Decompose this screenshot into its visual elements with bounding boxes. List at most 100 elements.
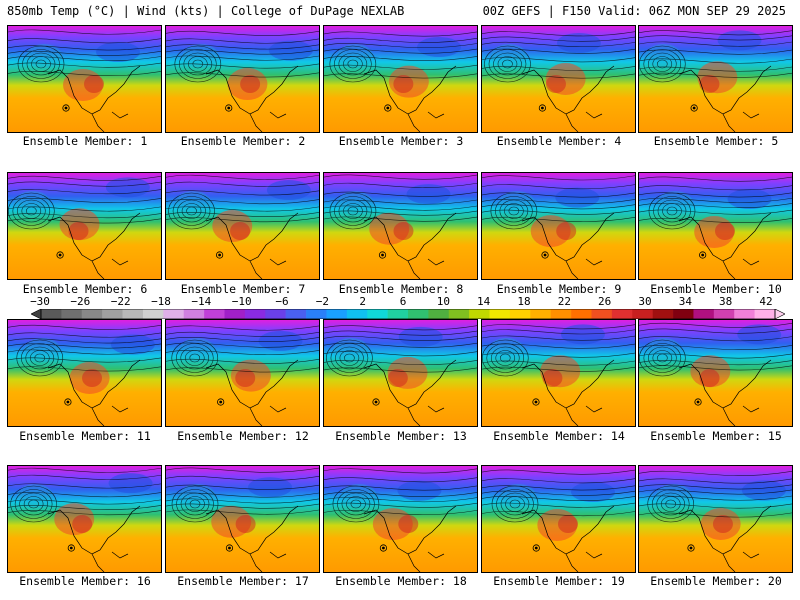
temperature-map bbox=[482, 320, 635, 426]
temperature-map bbox=[324, 26, 477, 132]
ensemble-member-label: Ensemble Member: 14 bbox=[493, 429, 625, 443]
height-contours bbox=[8, 29, 161, 83]
colorbar-swatch bbox=[81, 309, 103, 319]
low-pressure-marker bbox=[690, 104, 698, 112]
ensemble-map-panel bbox=[638, 465, 793, 573]
colorbar-swatch bbox=[224, 309, 246, 319]
colorbar-swatch bbox=[285, 309, 307, 319]
low-pressure-marker bbox=[532, 398, 540, 406]
temperature-map bbox=[482, 26, 635, 132]
ensemble-map-panel bbox=[481, 465, 636, 573]
low-pressure-marker bbox=[687, 544, 695, 552]
coastline bbox=[521, 65, 615, 132]
ensemble-member-label: Ensemble Member: 8 bbox=[338, 282, 464, 296]
colorbar-swatch bbox=[346, 309, 368, 319]
colorbar-swatch bbox=[448, 309, 470, 319]
low-pressure-marker bbox=[216, 251, 224, 259]
colorbar-swatch bbox=[509, 309, 531, 319]
coastline bbox=[678, 212, 772, 279]
coastline bbox=[205, 65, 299, 132]
temperature-map bbox=[482, 466, 635, 572]
colorbar-swatch bbox=[591, 309, 613, 319]
ensemble-map-panel bbox=[638, 25, 793, 133]
ensemble-map-panel bbox=[7, 25, 162, 133]
colorbar-swatch bbox=[652, 309, 674, 319]
ensemble-member-label: Ensemble Member: 13 bbox=[335, 429, 467, 443]
temperature-map bbox=[166, 26, 319, 132]
height-contours bbox=[166, 174, 319, 230]
colorbar-max-arrow bbox=[774, 309, 785, 319]
ensemble-member-label: Ensemble Member: 19 bbox=[493, 574, 625, 588]
coastline bbox=[47, 505, 141, 572]
height-contours bbox=[166, 467, 319, 523]
low-pressure-marker bbox=[541, 251, 549, 259]
low-pressure-marker bbox=[378, 251, 387, 259]
temperature-map bbox=[166, 466, 319, 572]
ensemble-member-label: Ensemble Member: 4 bbox=[496, 134, 622, 148]
map-header-right: 00Z GEFS | F150 Valid: 06Z MON SEP 29 20… bbox=[482, 4, 786, 18]
colorbar-swatch bbox=[713, 309, 735, 319]
colorbar-swatch bbox=[367, 309, 388, 319]
height-contours bbox=[639, 470, 792, 523]
colorbar-tick-label: −6 bbox=[275, 295, 289, 308]
colorbar-tick-label: −30 bbox=[30, 295, 50, 308]
ensemble-map-panel bbox=[7, 319, 162, 427]
low-pressure-marker bbox=[64, 398, 72, 406]
map-header-left: 850mb Temp (°C) | Wind (kts) | College o… bbox=[7, 4, 405, 18]
colorbar-swatch bbox=[550, 309, 572, 319]
colorbar-swatch bbox=[693, 309, 715, 319]
ensemble-map-panel bbox=[165, 465, 320, 573]
colorbar-swatch bbox=[204, 309, 225, 319]
coastline bbox=[678, 505, 772, 572]
colorbar-swatch bbox=[408, 309, 429, 319]
height-contours bbox=[482, 31, 635, 83]
ensemble-member-label: Ensemble Member: 11 bbox=[19, 429, 151, 443]
colorbar-tick-label: −10 bbox=[231, 295, 252, 308]
height-contours bbox=[8, 324, 161, 377]
height-contours bbox=[639, 176, 792, 230]
colorbar-swatch bbox=[163, 309, 185, 319]
colorbar-tick-label: −22 bbox=[110, 295, 131, 308]
ensemble-map-panel bbox=[7, 172, 162, 280]
height-contours bbox=[324, 325, 477, 377]
low-pressure-marker bbox=[538, 104, 547, 112]
low-pressure-marker bbox=[699, 251, 707, 259]
colorbar-swatch bbox=[142, 309, 164, 319]
height-contours bbox=[324, 174, 477, 230]
colorbar-tick-label: 18 bbox=[517, 295, 531, 308]
ensemble-member-label: Ensemble Member: 6 bbox=[22, 282, 148, 296]
ensemble-member-label: Ensemble Member: 1 bbox=[22, 134, 148, 148]
low-pressure-marker bbox=[372, 398, 380, 406]
low-pressure-marker bbox=[217, 398, 225, 406]
coastline bbox=[521, 359, 615, 426]
ensemble-member-label: Ensemble Member: 17 bbox=[177, 574, 309, 588]
colorbar-swatch bbox=[244, 309, 266, 319]
temperature-map bbox=[324, 466, 477, 572]
temperature-map bbox=[8, 26, 161, 132]
coastline bbox=[521, 505, 615, 572]
ensemble-member-label: Ensemble Member: 10 bbox=[650, 282, 782, 296]
colorbar-tick-label: 38 bbox=[719, 295, 733, 308]
ensemble-map-panel bbox=[481, 319, 636, 427]
ensemble-map-panel bbox=[638, 172, 793, 280]
ensemble-map-panel bbox=[323, 465, 478, 573]
colorbar-tick-label: −2 bbox=[315, 295, 329, 308]
coastline bbox=[678, 359, 772, 426]
temperature-map bbox=[482, 173, 635, 279]
coastline bbox=[363, 359, 457, 426]
low-pressure-marker bbox=[225, 544, 234, 552]
colorbar-tick-label: 34 bbox=[678, 295, 692, 308]
low-pressure-marker bbox=[62, 104, 70, 112]
coastline bbox=[363, 505, 457, 572]
colorbar-swatch bbox=[41, 309, 62, 319]
colorbar-min-arrow bbox=[31, 309, 42, 319]
colorbar-swatch bbox=[61, 309, 83, 319]
low-pressure-marker bbox=[56, 251, 64, 259]
colorbar-tick-label: 42 bbox=[759, 295, 773, 308]
colorbar-swatch bbox=[489, 309, 511, 319]
colorbar-swatch bbox=[530, 309, 552, 319]
height-contours bbox=[8, 467, 161, 523]
colorbar-swatch bbox=[387, 309, 409, 319]
colorbar-tick-label: −26 bbox=[70, 295, 91, 308]
low-pressure-marker bbox=[694, 398, 702, 406]
